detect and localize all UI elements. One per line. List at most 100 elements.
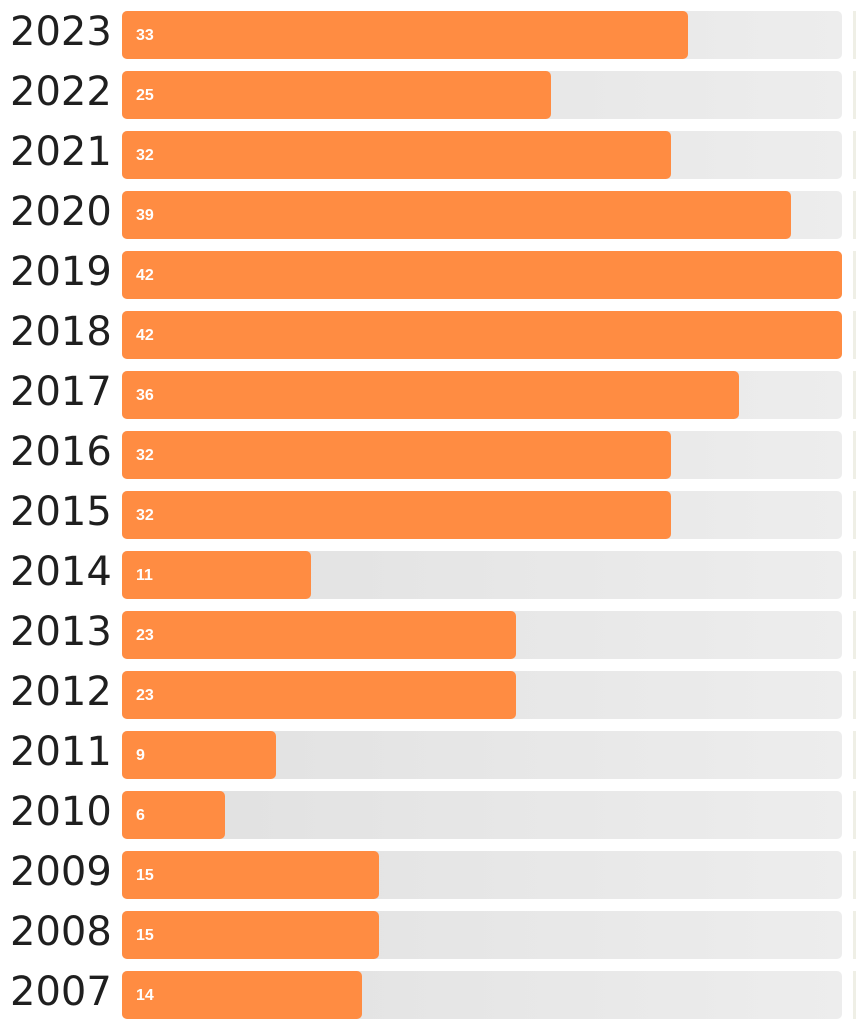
- bar-row: 2021 32: [0, 131, 856, 179]
- bar-track: 15: [122, 911, 842, 959]
- bar-row: 2022 25: [0, 71, 856, 119]
- bar-value-label: 39: [136, 207, 154, 224]
- bar-value-label: 15: [136, 867, 154, 884]
- right-edge-divider: [853, 11, 856, 59]
- bar-value-label: 36: [136, 387, 154, 404]
- bar: 9: [122, 731, 276, 779]
- bar: 23: [122, 671, 516, 719]
- right-edge-divider: [853, 251, 856, 299]
- right-edge-divider: [853, 371, 856, 419]
- bar-value-label: 14: [136, 987, 154, 1004]
- bar-track: 32: [122, 131, 842, 179]
- category-label: 2012: [10, 669, 112, 715]
- right-edge-divider: [853, 491, 856, 539]
- bar-row: 2016 32: [0, 431, 856, 479]
- bar: 32: [122, 491, 671, 539]
- bar-row: 2010 6: [0, 791, 856, 839]
- bar-value-label: 32: [136, 147, 154, 164]
- bar-row: 2007 14: [0, 971, 856, 1019]
- category-label: 2017: [10, 369, 112, 415]
- bar-track: 42: [122, 251, 842, 299]
- category-label: 2022: [10, 69, 112, 115]
- category-label: 2011: [10, 729, 112, 775]
- bar-track: 14: [122, 971, 842, 1019]
- bar: 42: [122, 251, 842, 299]
- bar-value-label: 25: [136, 87, 154, 104]
- bar-row: 2020 39: [0, 191, 856, 239]
- bar: 36: [122, 371, 739, 419]
- right-edge-divider: [853, 551, 856, 599]
- right-edge-divider: [853, 851, 856, 899]
- right-edge-divider: [853, 911, 856, 959]
- right-edge-divider: [853, 971, 856, 1019]
- bar-row: 2019 42: [0, 251, 856, 299]
- bar-value-label: 32: [136, 447, 154, 464]
- bar-value-label: 23: [136, 627, 154, 644]
- category-label: 2021: [10, 129, 112, 175]
- category-label: 2007: [10, 969, 112, 1015]
- right-edge-divider: [853, 731, 856, 779]
- bar: 33: [122, 11, 688, 59]
- bar-track: 23: [122, 671, 842, 719]
- bar: 32: [122, 431, 671, 479]
- bar-track: 32: [122, 431, 842, 479]
- right-edge-divider: [853, 791, 856, 839]
- bar-row: 2009 15: [0, 851, 856, 899]
- bar-row: 2018 42: [0, 311, 856, 359]
- bar-value-label: 42: [136, 327, 154, 344]
- bar: 14: [122, 971, 362, 1019]
- right-edge-divider: [853, 131, 856, 179]
- category-label: 2014: [10, 549, 112, 595]
- category-label: 2015: [10, 489, 112, 535]
- bar-value-label: 33: [136, 27, 154, 44]
- bar-value-label: 23: [136, 687, 154, 704]
- bar-track: 42: [122, 311, 842, 359]
- bar-value-label: 32: [136, 507, 154, 524]
- category-label: 2018: [10, 309, 112, 355]
- bar-value-label: 42: [136, 267, 154, 284]
- right-edge-divider: [853, 191, 856, 239]
- bar: 15: [122, 851, 379, 899]
- category-label: 2009: [10, 849, 112, 895]
- bar: 23: [122, 611, 516, 659]
- bar-value-label: 15: [136, 927, 154, 944]
- bar-row: 2017 36: [0, 371, 856, 419]
- category-label: 2010: [10, 789, 112, 835]
- right-edge-divider: [853, 671, 856, 719]
- category-label: 2016: [10, 429, 112, 475]
- bar-track: 23: [122, 611, 842, 659]
- bar: 42: [122, 311, 842, 359]
- bar: 15: [122, 911, 379, 959]
- bar: 39: [122, 191, 791, 239]
- category-label: 2019: [10, 249, 112, 295]
- bar-track: 6: [122, 791, 842, 839]
- bar-row: 2014 11: [0, 551, 856, 599]
- bar-value-label: 9: [136, 747, 145, 764]
- bar: 11: [122, 551, 311, 599]
- category-label: 2023: [10, 9, 112, 55]
- bar-track: 39: [122, 191, 842, 239]
- bar-row: 2011 9: [0, 731, 856, 779]
- bar-track: 36: [122, 371, 842, 419]
- right-edge-divider: [853, 71, 856, 119]
- bar-row: 2013 23: [0, 611, 856, 659]
- bar-row: 2015 32: [0, 491, 856, 539]
- bar-row: 2023 33: [0, 11, 856, 59]
- right-edge-divider: [853, 431, 856, 479]
- bar-value-label: 11: [136, 567, 153, 584]
- bar-row: 2008 15: [0, 911, 856, 959]
- bar: 32: [122, 131, 671, 179]
- bar-track: 9: [122, 731, 842, 779]
- bar-track: 33: [122, 11, 842, 59]
- bar-track: 32: [122, 491, 842, 539]
- right-edge-divider: [853, 611, 856, 659]
- bar-track: 11: [122, 551, 842, 599]
- bar-track: 15: [122, 851, 842, 899]
- bar: 6: [122, 791, 225, 839]
- bar: 25: [122, 71, 551, 119]
- category-label: 2008: [10, 909, 112, 955]
- category-label: 2020: [10, 189, 112, 235]
- bar-row: 2012 23: [0, 671, 856, 719]
- right-edge-divider: [853, 311, 856, 359]
